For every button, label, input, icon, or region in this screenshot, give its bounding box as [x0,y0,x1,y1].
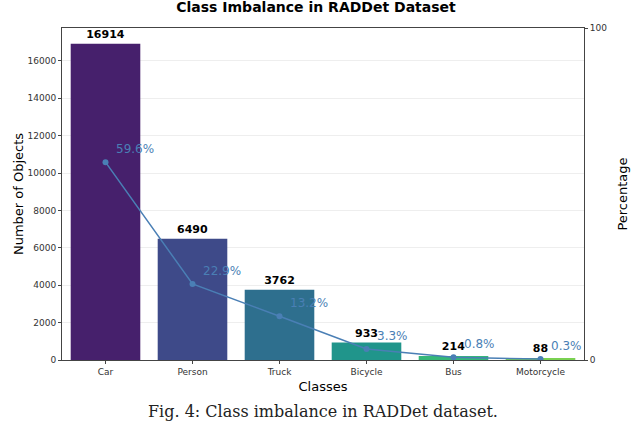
svg-text:88: 88 [533,342,548,355]
svg-text:Fig. 4: Class imbalance in RAD: Fig. 4: Class imbalance in RADDet datase… [148,402,498,421]
svg-text:0.3%: 0.3% [551,339,582,353]
svg-text:13.2%: 13.2% [290,296,328,310]
svg-text:Class Imbalance in RADDet Data: Class Imbalance in RADDet Dataset [176,0,456,15]
svg-text:6000: 6000 [33,243,56,253]
svg-text:14000: 14000 [28,93,57,103]
svg-text:16914: 16914 [86,28,125,41]
svg-text:Truck: Truck [267,367,293,377]
svg-text:Motorcycle: Motorcycle [516,367,566,377]
svg-text:0: 0 [590,355,596,365]
svg-text:214: 214 [442,340,465,353]
svg-text:Car: Car [98,367,114,377]
svg-text:4000: 4000 [33,280,56,290]
svg-text:2000: 2000 [33,318,56,328]
svg-text:Classes: Classes [299,379,348,394]
svg-text:Bicycle: Bicycle [351,367,383,377]
svg-text:6490: 6490 [177,223,208,236]
svg-text:3762: 3762 [264,274,295,287]
svg-text:12000: 12000 [28,131,57,141]
svg-text:0: 0 [50,355,56,365]
svg-text:933: 933 [355,327,378,340]
svg-text:8000: 8000 [33,206,56,216]
svg-text:16000: 16000 [28,56,57,66]
svg-text:Person: Person [177,367,207,377]
svg-text:Number of Objects: Number of Objects [11,133,26,255]
svg-text:10000: 10000 [28,168,57,178]
svg-text:3.3%: 3.3% [377,329,408,343]
svg-text:22.9%: 22.9% [203,264,241,278]
svg-text:Bus: Bus [445,367,462,377]
svg-text:Percentage: Percentage [615,157,630,230]
svg-text:100: 100 [590,23,607,33]
svg-text:59.6%: 59.6% [116,142,154,156]
svg-text:0.8%: 0.8% [464,337,495,351]
